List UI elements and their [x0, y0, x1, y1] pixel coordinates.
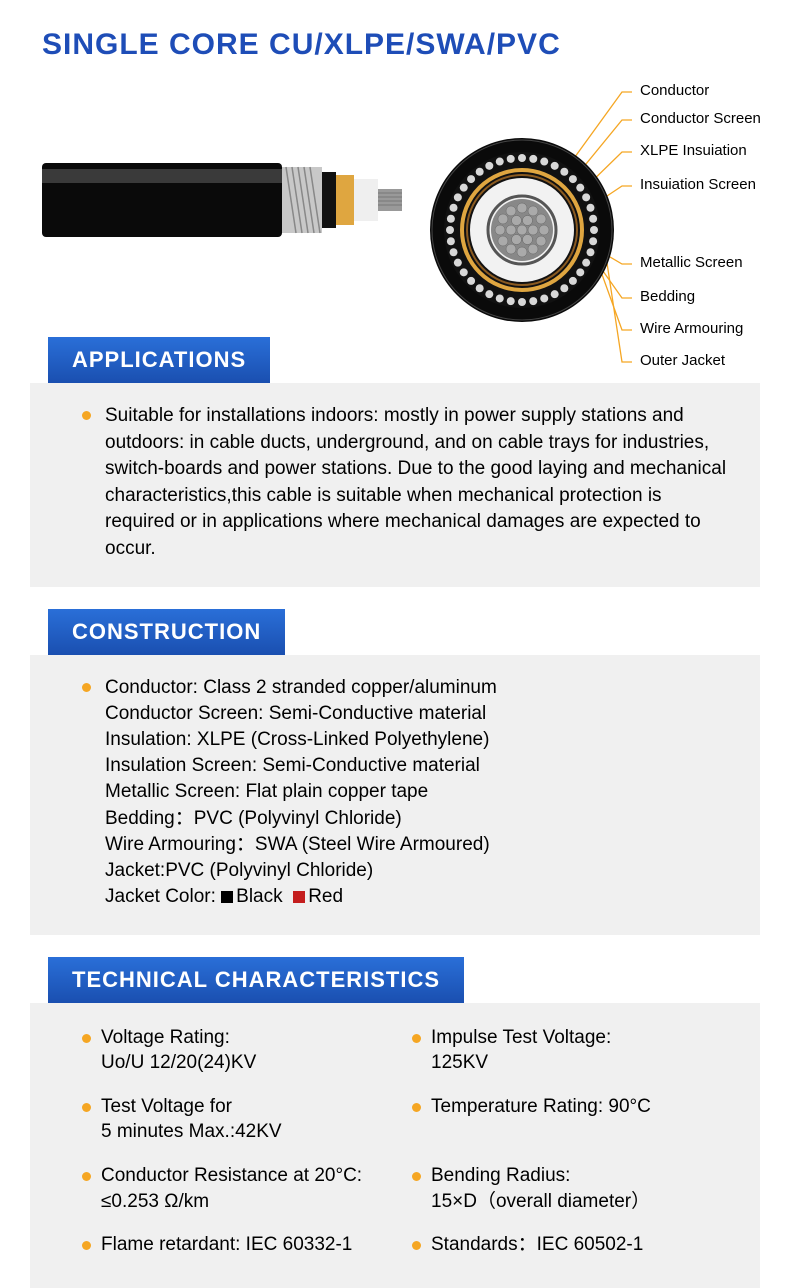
cable-diagram: Conductor Conductor Screen XLPE Insuiation… — [0, 72, 790, 337]
applications-text: Suitable for installations indoors: most… — [105, 403, 730, 563]
construction-line: Metallic Screen: Flat plain copper tape — [105, 779, 497, 805]
tech-text: Standards：IEC 60502-1 — [431, 1232, 643, 1258]
cable-cross-section: ConductorConductor ScreenXLPE Insuiation… — [422, 82, 622, 317]
construction-line: Conductor Screen: Semi-Conductive materi… — [105, 701, 497, 727]
construction-line: Insulation: XLPE (Cross-Linked Polyethyl… — [105, 727, 497, 753]
bullet-icon — [82, 1034, 91, 1043]
tech-item: Conductor Resistance at 20°C:≤0.253 Ω/km — [82, 1163, 400, 1214]
bullet-icon — [412, 1172, 421, 1181]
tech-item: Test Voltage for5 minutes Max.:42KV — [82, 1094, 400, 1145]
technical-grid: Voltage Rating:Uo/U 12/20(24)KV Impulse T… — [30, 1003, 760, 1288]
bullet-icon — [412, 1103, 421, 1112]
bullet-icon — [82, 1241, 91, 1250]
page-title: SINGLE CORE CU/XLPE/SWA/PVC — [0, 0, 790, 72]
callout-label: Conductor Screen — [640, 110, 761, 127]
tech-text: Impulse Test Voltage:125KV — [431, 1025, 611, 1076]
construction-line: Conductor: Class 2 stranded copper/alumi… — [105, 675, 497, 701]
bullet-icon — [82, 1103, 91, 1112]
tech-item: Impulse Test Voltage:125KV — [412, 1025, 730, 1076]
callout-label: Metallic Screen — [640, 254, 743, 271]
tech-text: Voltage Rating:Uo/U 12/20(24)KV — [101, 1025, 256, 1076]
callout-label: Bedding — [640, 288, 695, 305]
cable-side-view — [42, 155, 402, 245]
construction-body: Conductor: Class 2 stranded copper/alumi… — [30, 655, 760, 935]
applications-body: Suitable for installations indoors: most… — [30, 383, 760, 587]
tech-item: Bending Radius:15×D（overall diameter） — [412, 1163, 730, 1214]
jacket-color-line: Jacket Color: Black Red — [105, 884, 497, 910]
bullet-icon — [82, 683, 91, 692]
construction-line: Wire Armouring：SWA (Steel Wire Armoured) — [105, 832, 497, 858]
tech-text: Test Voltage for5 minutes Max.:42KV — [101, 1094, 282, 1145]
red-swatch — [293, 891, 305, 903]
tech-text: Bending Radius:15×D（overall diameter） — [431, 1163, 650, 1214]
black-swatch — [221, 891, 233, 903]
bullet-icon — [412, 1241, 421, 1250]
construction-heading: CONSTRUCTION — [48, 609, 285, 655]
callout-label: Wire Armouring — [640, 320, 743, 337]
callout-label: Insuiation Screen — [640, 176, 756, 193]
tech-item: Flame retardant: IEC 60332-1 — [82, 1232, 400, 1258]
construction-line: Insulation Screen: Semi-Conductive mater… — [105, 753, 497, 779]
callout-label: Conductor — [640, 82, 709, 99]
callout-label: XLPE Insuiation — [640, 142, 747, 159]
construction-line: Bedding：PVC (Polyvinyl Chloride) — [105, 806, 497, 832]
tech-text: Flame retardant: IEC 60332-1 — [101, 1232, 352, 1258]
tech-text: Temperature Rating: 90°C — [431, 1094, 651, 1145]
callout-label: Outer Jacket — [640, 352, 725, 369]
tech-item: Temperature Rating: 90°C — [412, 1094, 730, 1145]
tech-item: Voltage Rating:Uo/U 12/20(24)KV — [82, 1025, 400, 1076]
bullet-icon — [82, 411, 91, 420]
technical-heading: TECHNICAL CHARACTERISTICS — [48, 957, 464, 1003]
bullet-icon — [82, 1172, 91, 1181]
tech-text: Conductor Resistance at 20°C:≤0.253 Ω/km — [101, 1163, 362, 1214]
bullet-icon — [412, 1034, 421, 1043]
tech-item: Standards：IEC 60502-1 — [412, 1232, 730, 1258]
applications-heading: APPLICATIONS — [48, 337, 270, 383]
construction-line: Jacket:PVC (Polyvinyl Chloride) — [105, 858, 497, 884]
